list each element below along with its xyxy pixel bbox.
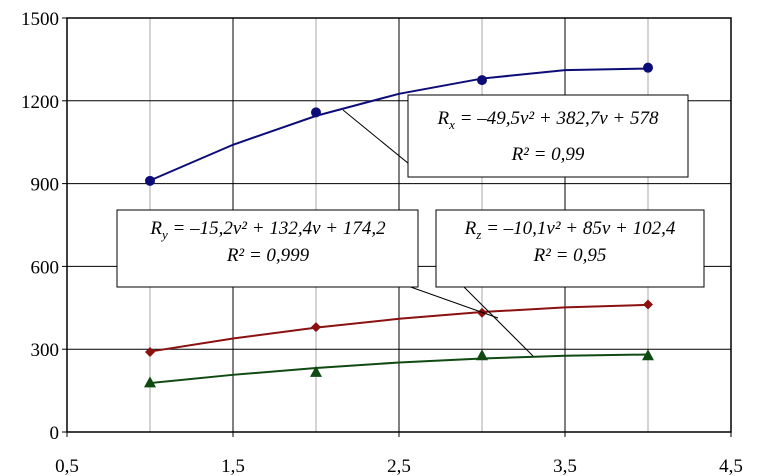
annotation-box (116, 209, 419, 288)
x-tick-label: 1,5 (221, 456, 245, 476)
annotations: Rx = –49,5v² + 382,7v + 578 R² = 0,99 Ry =… (116, 94, 705, 357)
x-tick-label: 0,5 (55, 456, 79, 476)
point (145, 346, 155, 357)
trendline (149, 67, 649, 182)
annotation-box (407, 94, 689, 178)
equation-subscript: y (160, 227, 168, 242)
point (476, 349, 488, 361)
equation-rhs: = –49,5v² + 382,7v + 578 (455, 108, 659, 129)
point (643, 62, 653, 73)
point (477, 75, 487, 86)
leader-line (461, 284, 534, 357)
equation-lhs: R (464, 218, 477, 239)
r-squared: R² = 0,95 (533, 245, 607, 266)
trendline (149, 303, 649, 353)
y-tick-label: 900 (31, 175, 60, 196)
r-squared: R² = 0,99 (511, 144, 585, 165)
equation-rhs: = –15,2v² + 132,4v + 174,2 (168, 218, 386, 239)
y-tick-label: 1500 (21, 9, 59, 30)
equation-lhs: R (437, 108, 450, 129)
point (310, 365, 322, 377)
x-tick-label: 4,5 (719, 456, 743, 476)
point (642, 349, 654, 361)
equation: Rx = –49,5v² + 382,7v + 578 (437, 108, 659, 132)
x-tick-label: 2,5 (387, 456, 411, 476)
point (311, 322, 321, 333)
equation-subscript: z (475, 227, 481, 242)
point (144, 376, 156, 388)
y-tick-label: 300 (31, 340, 60, 361)
y-tick-label: 1200 (21, 92, 59, 113)
point (643, 299, 653, 310)
point (311, 107, 321, 118)
equation-lhs: R (149, 218, 162, 239)
x-tick-label: 3,5 (553, 456, 577, 476)
leader-line (404, 284, 499, 319)
r-squared: R² = 0,999 (226, 245, 310, 266)
equation-subscript: x (448, 117, 455, 132)
point (145, 175, 155, 186)
annotation-box (435, 209, 705, 288)
series-layer (144, 62, 654, 388)
y-tick-label: 0 (50, 423, 60, 444)
equation: Rz = –10,1v² + 85v + 102,4 (464, 218, 676, 242)
y-tick-label: 600 (31, 257, 60, 278)
equation: Ry = –15,2v² + 132,4v + 174,2 (149, 218, 386, 242)
trendline (149, 353, 649, 385)
plot-frame (66, 17, 732, 433)
equation-rhs: = –10,1v² + 85v + 102,4 (481, 218, 676, 239)
